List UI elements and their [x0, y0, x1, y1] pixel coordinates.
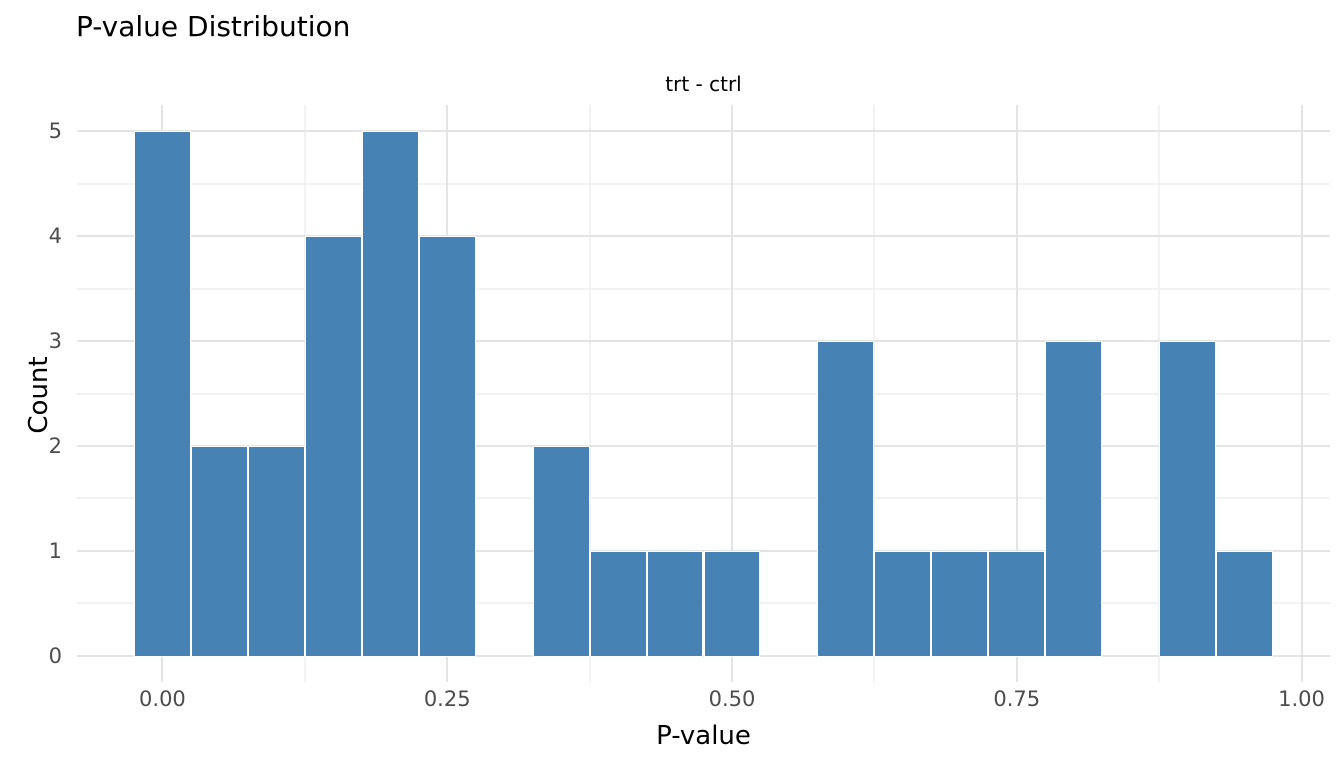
x-axis-tick-label: 0.75: [993, 687, 1041, 711]
histogram-bar: [703, 550, 761, 657]
histogram-bar: [1045, 341, 1103, 657]
y-axis-tick-label: 0: [48, 643, 62, 668]
major-gridline-y: [77, 235, 1330, 238]
x-axis-tick-label: 0.00: [139, 687, 186, 711]
major-gridline-y: [77, 340, 1330, 343]
y-axis-tick-label: 1: [48, 538, 62, 563]
histogram-bar: [646, 550, 704, 657]
minor-gridline-x: [588, 105, 591, 682]
major-gridline-x: [730, 105, 733, 682]
x-axis-tick-label: 1.00: [1278, 687, 1325, 711]
x-axis-tick-label: 0.50: [708, 687, 756, 711]
facet-label: trt - ctrl: [665, 72, 742, 96]
histogram-bar: [418, 236, 476, 657]
major-gridline-y: [77, 444, 1330, 447]
histogram-bar: [817, 341, 875, 657]
histogram-bar: [988, 550, 1046, 657]
major-gridline-y: [77, 130, 1330, 133]
minor-gridline-y: [77, 497, 1330, 500]
minor-gridline-y: [77, 182, 1330, 185]
histogram-bar: [361, 131, 419, 657]
minor-gridline-y: [77, 392, 1330, 395]
histogram-bar: [532, 445, 590, 657]
y-axis-tick-label: 4: [48, 224, 62, 249]
histogram-bar: [304, 236, 362, 657]
histogram-bar: [589, 550, 647, 657]
major-gridline-x: [1015, 105, 1018, 682]
y-axis-tick-label: 2: [48, 433, 62, 458]
histogram-bar: [1216, 550, 1274, 657]
histogram-bar: [874, 550, 932, 657]
minor-gridline-y: [77, 287, 1330, 290]
y-axis-tick-label: 5: [48, 119, 62, 144]
plot-panel: [77, 105, 1330, 682]
histogram-bar: [931, 550, 989, 657]
minor-gridline-x: [873, 105, 876, 682]
y-axis-title: Count: [24, 356, 54, 434]
x-axis-tick-label: 0.25: [423, 687, 471, 711]
histogram-bar: [1159, 341, 1217, 657]
major-gridline-x: [1300, 105, 1303, 682]
histogram-bar: [133, 131, 191, 657]
chart-title: P-value Distribution: [76, 10, 351, 43]
y-axis-tick-label: 3: [48, 329, 62, 354]
histogram-bar: [247, 445, 305, 657]
histogram-bar: [190, 445, 248, 657]
x-axis-title: P-value: [656, 721, 751, 751]
